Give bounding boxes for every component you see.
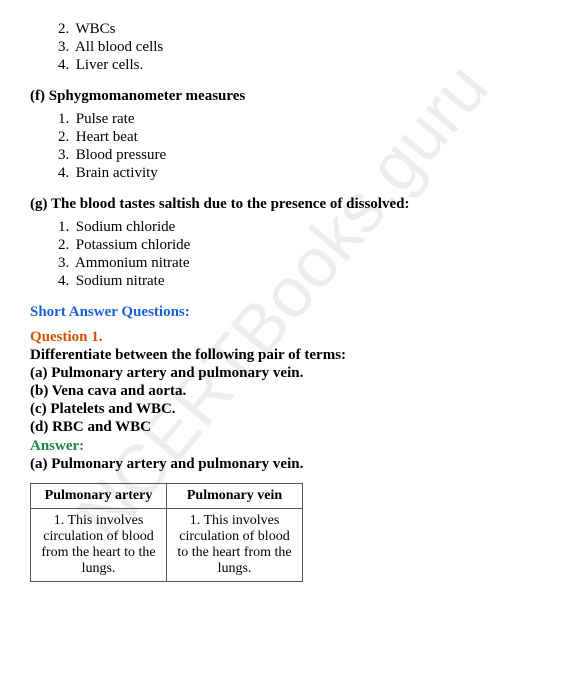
list-item: 3. Blood pressure — [58, 147, 533, 164]
document-content: 2. WBCs 3. All blood cells 4. Liver cell… — [30, 21, 533, 582]
question-f-heading: (f) Sphygmomanometer measures — [30, 88, 533, 105]
item-text: Potassium chloride — [76, 237, 191, 253]
question-1-c: (c) Platelets and WBC. — [30, 401, 533, 418]
item-number: 3. — [58, 255, 72, 272]
question-1-text: Differentiate between the following pair… — [30, 347, 533, 364]
item-number: 1. — [58, 111, 72, 128]
question-1-d: (d) RBC and WBC — [30, 419, 533, 436]
list-g: 1. Sodium chloride 2. Potassium chloride… — [30, 219, 533, 290]
table-header-vein: Pulmonary vein — [167, 484, 303, 509]
item-number: 1. — [58, 219, 72, 236]
list-item: 4. Sodium nitrate — [58, 273, 533, 290]
table-cell-artery: 1. This involves circulation of blood fr… — [31, 509, 167, 582]
item-number: 3. — [58, 147, 72, 164]
short-answer-heading: Short Answer Questions: — [30, 304, 533, 321]
list-item: 1. Pulse rate — [58, 111, 533, 128]
question-g-heading: (g) The blood tastes saltish due to the … — [30, 196, 533, 213]
question-1-a: (a) Pulmonary artery and pulmonary vein. — [30, 365, 533, 382]
item-number: 2. — [58, 237, 72, 254]
question-1-b: (b) Vena cava and aorta. — [30, 383, 533, 400]
item-text: Brain activity — [76, 165, 158, 181]
item-text: Ammonium nitrate — [75, 255, 190, 271]
item-text: All blood cells — [75, 39, 163, 55]
table-header-row: Pulmonary artery Pulmonary vein — [31, 484, 303, 509]
item-number: 3. — [58, 39, 72, 56]
list-item: 3. All blood cells — [58, 39, 533, 56]
list-item: 2. WBCs — [58, 21, 533, 38]
item-number: 4. — [58, 273, 72, 290]
answer-a-heading: (a) Pulmonary artery and pulmonary vein. — [30, 456, 533, 473]
list-item: 2. Heart beat — [58, 129, 533, 146]
question-1-label: Question 1. — [30, 329, 533, 346]
list-item: 1. Sodium chloride — [58, 219, 533, 236]
item-number: 4. — [58, 57, 72, 74]
item-text: WBCs — [75, 21, 115, 37]
answer-label: Answer: — [30, 438, 533, 455]
table-cell-vein: 1. This involves circulation of blood to… — [167, 509, 303, 582]
list-f: 1. Pulse rate 2. Heart beat 3. Blood pre… — [30, 111, 533, 182]
item-text: Liver cells. — [76, 57, 143, 73]
item-number: 2. — [58, 21, 72, 38]
list-item: 3. Ammonium nitrate — [58, 255, 533, 272]
comparison-table: Pulmonary artery Pulmonary vein 1. This … — [30, 483, 303, 582]
table-header-artery: Pulmonary artery — [31, 484, 167, 509]
item-text: Heart beat — [76, 129, 138, 145]
list-top: 2. WBCs 3. All blood cells 4. Liver cell… — [30, 21, 533, 74]
item-number: 4. — [58, 165, 72, 182]
list-item: 4. Liver cells. — [58, 57, 533, 74]
item-number: 2. — [58, 129, 72, 146]
item-text: Blood pressure — [76, 147, 166, 163]
list-item: 4. Brain activity — [58, 165, 533, 182]
item-text: Sodium chloride — [76, 219, 176, 235]
list-item: 2. Potassium chloride — [58, 237, 533, 254]
item-text: Pulse rate — [76, 111, 135, 127]
table-row: 1. This involves circulation of blood fr… — [31, 509, 303, 582]
item-text: Sodium nitrate — [76, 273, 165, 289]
